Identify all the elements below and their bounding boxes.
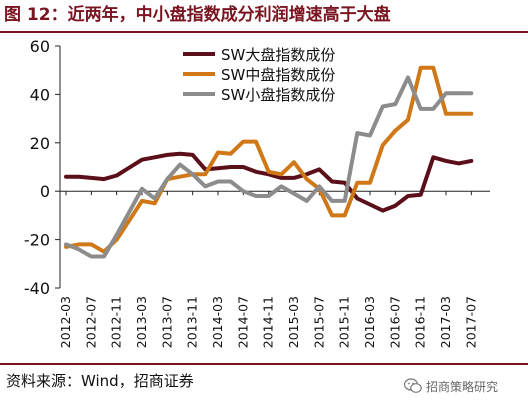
x-tick-label: 2014-07 (235, 296, 250, 348)
series-line-2 (64, 65, 474, 254)
watermark: 招商策略研究 (404, 376, 524, 396)
wechat-logo-icon (404, 378, 422, 393)
source-note: 资料来源：Wind，招商证券 (6, 372, 194, 390)
x-tick-label: 2013-11 (185, 296, 200, 348)
x-tick-label: 2012-07 (83, 296, 98, 348)
y-tick-label: -40 (24, 279, 50, 298)
x-tick-label: 2015-07 (311, 296, 326, 348)
legend-label: SW大盘指数成份 (221, 46, 335, 64)
x-tick-label: 2017-07 (463, 296, 478, 348)
legend-label: SW小盘指数成份 (221, 86, 335, 104)
y-tick-label: 60 (30, 37, 50, 56)
chart-legend: SW大盘指数成份 SW中盘指数成份 SW小盘指数成份 (183, 46, 335, 104)
x-tick-label: 2014-11 (261, 296, 276, 348)
x-tick-label: 2017-03 (438, 296, 453, 348)
x-tick-label: 2012-03 (58, 296, 73, 348)
line-chart: -40 -20 0 20 40 60 2012-03 2012-07 2012-11 2013-… (24, 37, 490, 348)
series-lines (64, 65, 474, 259)
y-tick-label: -20 (24, 231, 50, 250)
x-tick-label: 2015-11 (337, 296, 352, 348)
x-tick-label: 2015-03 (286, 296, 301, 348)
x-tick-label: 2012-11 (109, 296, 124, 348)
x-tick-label: 2014-03 (210, 296, 225, 348)
x-tick-label: 2013-03 (134, 296, 149, 348)
y-tick-label: 20 (30, 134, 50, 153)
figure-title: 图 12：近两年，中小盘指数成分利润增速高于大盘 (4, 5, 391, 25)
x-tick-label: 2016-07 (387, 296, 402, 348)
title-divider (0, 31, 528, 33)
series-line-1 (64, 151, 474, 213)
footer-divider (0, 363, 528, 365)
y-tick-label: 0 (40, 182, 50, 201)
legend-label: SW中盘指数成份 (221, 66, 335, 84)
y-tick-label: 40 (30, 85, 50, 104)
x-axis-ticks: 2012-03 2012-07 2012-11 2013-03 2013-07 2013-… (58, 191, 478, 348)
x-tick-label: 2016-03 (362, 296, 377, 348)
watermark-text: 招商策略研究 (426, 379, 499, 394)
y-axis-ticks: -40 -20 0 20 40 60 (24, 37, 60, 298)
x-tick-label: 2016-11 (413, 296, 428, 348)
x-tick-label: 2013-07 (159, 296, 174, 348)
series-line-3 (64, 75, 474, 259)
